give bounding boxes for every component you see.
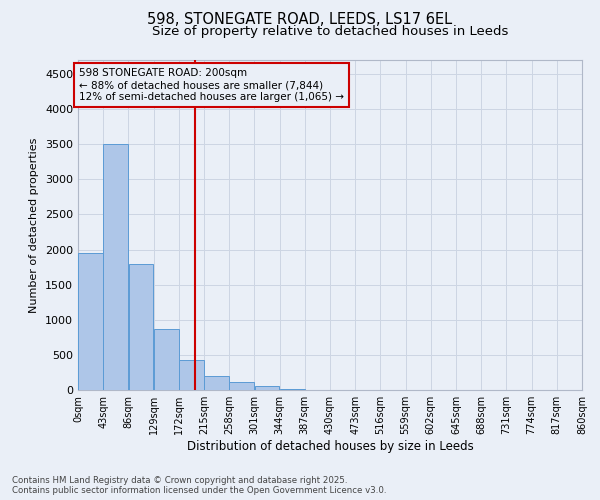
Bar	[204, 376, 229, 390]
Text: 598 STONEGATE ROAD: 200sqm
← 88% of detached houses are smaller (7,844)
12% of s: 598 STONEGATE ROAD: 200sqm ← 88% of deta…	[79, 68, 344, 102]
Bar	[78, 253, 103, 390]
Bar	[179, 360, 204, 390]
X-axis label: Distribution of detached houses by size in Leeds: Distribution of detached houses by size …	[187, 440, 473, 453]
Y-axis label: Number of detached properties: Number of detached properties	[29, 138, 40, 312]
Bar	[103, 144, 128, 390]
Bar	[229, 382, 254, 390]
Text: Contains HM Land Registry data © Crown copyright and database right 2025.
Contai: Contains HM Land Registry data © Crown c…	[12, 476, 386, 495]
Title: Size of property relative to detached houses in Leeds: Size of property relative to detached ho…	[152, 25, 508, 38]
Text: 598, STONEGATE ROAD, LEEDS, LS17 6EL: 598, STONEGATE ROAD, LEEDS, LS17 6EL	[148, 12, 452, 28]
Bar	[154, 329, 179, 390]
Bar	[128, 264, 154, 390]
Bar	[254, 386, 280, 390]
